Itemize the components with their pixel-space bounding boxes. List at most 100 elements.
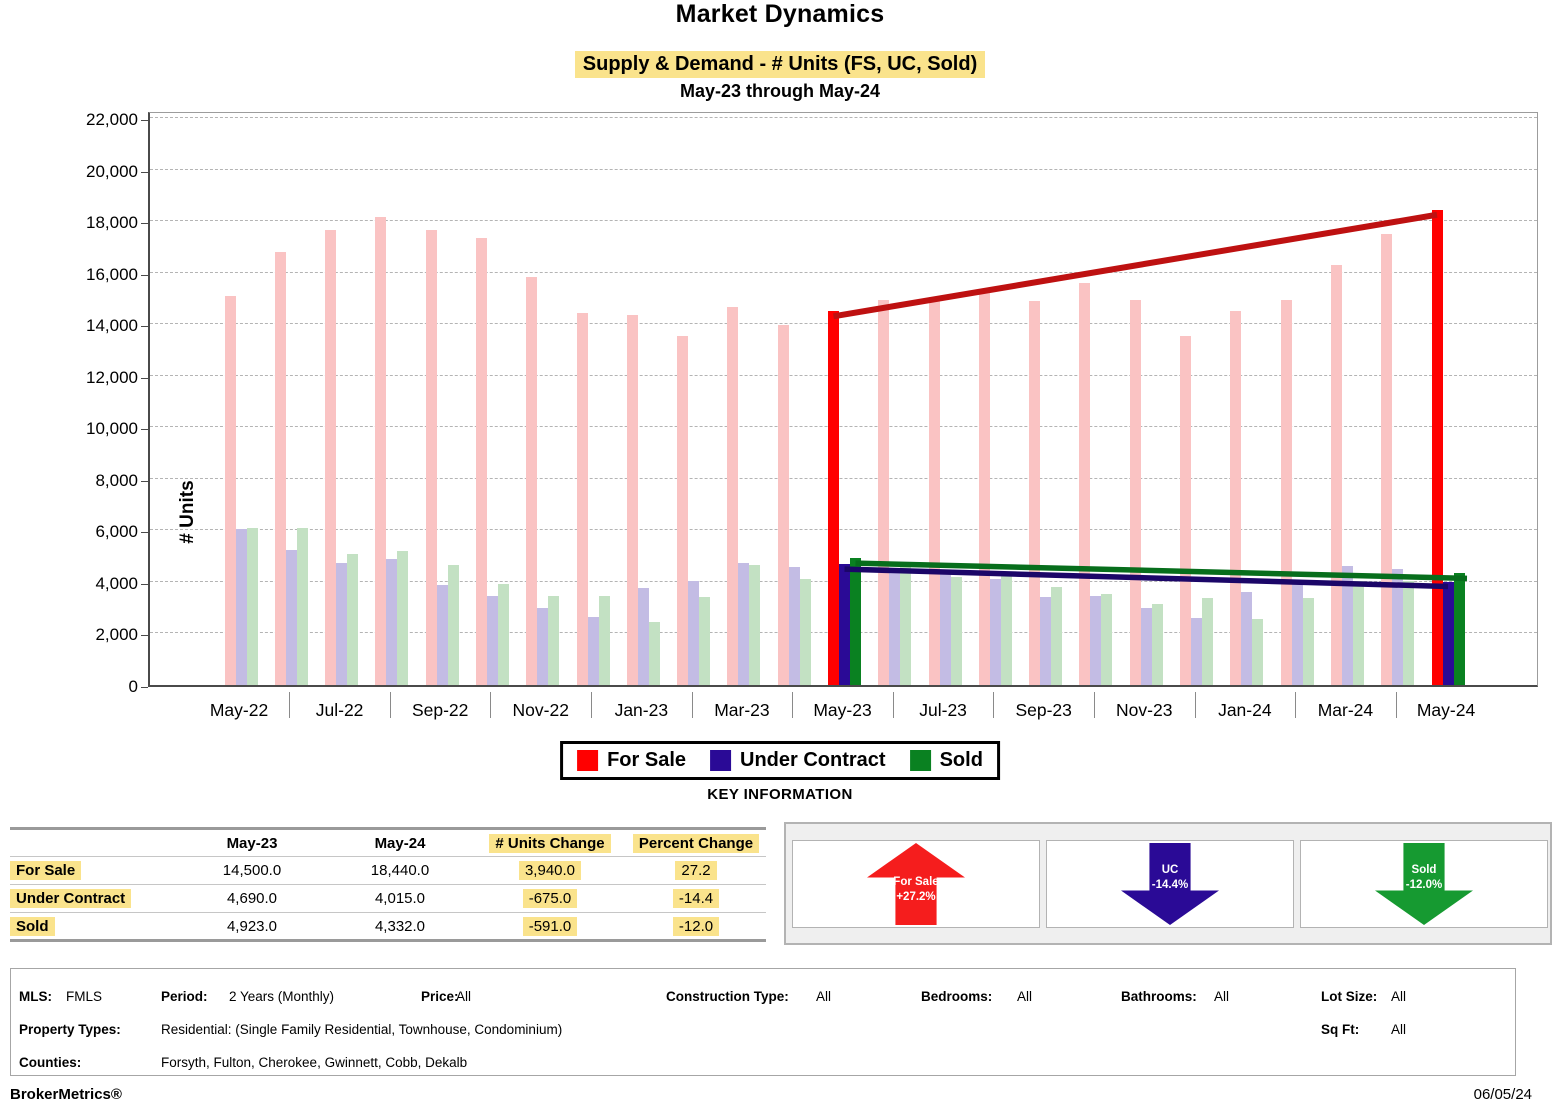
bar-under-contract-Jul-22 [336,562,348,685]
ytick-mark [141,326,148,328]
bar-for-sale-Oct-23 [1079,282,1091,685]
table-cell: 4,690.0 [226,890,278,907]
ytick-label-22000: 22,000 [86,110,138,129]
report-filters-box: MLS: FMLS Period: 2 Years (Monthly) Price: Al… [10,968,1516,1076]
bar-for-sale-Aug-22 [375,217,387,685]
bar-for-sale-Jun-22 [274,252,286,685]
bar-for-sale-Jul-22 [325,230,337,685]
trend-line-sold [855,560,1468,582]
ytick-label-14000: 14,000 [86,316,138,336]
legend-label: For Sale [607,749,686,771]
xtick-label-Jul-23: Jul-23 [919,700,967,720]
legend-label: Under Contract [740,749,886,771]
bar-for-sale-May-22 [224,295,236,685]
indicator-for-sale: For Sale +27.2% [792,840,1040,928]
legend-item-under-contract: Under Contract [710,749,886,772]
table-cell: 27.2 [626,857,766,885]
gridline-22000 [150,117,1537,118]
sold-down-arrow-icon: Sold -12.0% [1375,843,1473,925]
uc-down-arrow-icon: UC -14.4% [1121,843,1219,925]
bar-under-contract-Sep-22 [436,584,448,685]
bar-sold-Apr-23 [799,578,811,685]
bar-under-contract-Feb-23 [688,580,700,685]
title-block: Market Dynamics Supply & Demand - # Unit… [0,0,1560,102]
xtick-separator [691,692,693,718]
ytick-mark [141,480,148,482]
bar-sold-Aug-23 [1000,571,1012,685]
bar-sold-Feb-24 [1302,597,1314,685]
bar-sold-Apr-24 [1403,580,1415,685]
bar-sold-May-23 [850,558,861,685]
indicator-label: For Sale [893,876,939,888]
bar-for-sale-Jul-23 [928,297,940,685]
bar-for-sale-Sep-22 [425,230,437,685]
legend-swatch-icon [710,750,731,771]
filter-label-property-types-: Property Types: [19,1022,121,1037]
xtick-label-Sep-22: Sep-22 [411,700,469,720]
bar-under-contract-Aug-22 [386,558,398,685]
ytick-mark [141,532,148,534]
bar-under-contract-Jun-22 [285,549,297,685]
ytick-mark [141,377,148,379]
bar-sold-Aug-22 [397,551,409,685]
filter-label-construction-type-: Construction Type: [666,989,789,1004]
for-sale-up-arrow-icon: For Sale +27.2% [867,843,965,925]
bar-under-contract-Feb-24 [1291,583,1303,685]
xtick-separator [389,692,391,718]
xtick-separator [490,692,492,718]
bar-under-contract-Dec-22 [587,617,599,685]
ytick-mark [141,583,148,585]
bar-for-sale-Feb-24 [1280,299,1292,685]
indicator-value: +27.2% [896,891,936,903]
bar-sold-Jan-24 [1252,618,1264,685]
bar-under-contract-Jul-23 [939,574,951,685]
bar-for-sale-Nov-23 [1129,299,1141,685]
table-header-may-24: May-24 [374,834,426,852]
ytick-label-12000: 12,000 [86,367,138,387]
gridline-20000 [150,168,1537,170]
xtick-label-Mar-23: Mar-23 [714,700,770,720]
xtick-separator [1093,692,1095,718]
bar-sold-Jul-22 [347,553,359,685]
legend-swatch-icon [577,750,599,771]
gridline-6000 [150,529,1537,531]
table-row-sold: Sold 4,923.0 4,332.0 -591.0 -12.0 [10,913,766,941]
bar-sold-Jul-23 [950,576,962,685]
ytick-mark [141,429,148,431]
filter-value: 2 Years (Monthly) [229,989,335,1004]
xtick-label-Jan-24: Jan-24 [1218,700,1272,720]
gridline-14000 [150,323,1537,325]
gridline-10000 [150,426,1537,428]
trend-lines-overlay [833,211,1468,590]
filter-value: FMLS [66,989,103,1004]
bar-sold-Oct-23 [1101,594,1113,685]
bar-sold-Feb-23 [699,597,711,685]
xtick-label-Nov-23: Nov-23 [1116,700,1173,720]
trend-line-under-contract [844,566,1449,590]
table-header-blank [10,829,178,857]
table-cell: 3,940.0 [474,857,626,885]
bar-sold-Dec-23 [1202,598,1214,685]
filter-label-bathrooms-: Bathrooms: [1121,989,1197,1004]
report-date: 06/05/24 [1473,1086,1532,1103]
bar-under-contract-Nov-22 [537,607,549,685]
ytick-mark [141,687,148,688]
ytick-label-2000: 2,000 [95,625,138,645]
bar-sold-May-24 [1453,573,1465,685]
page-title: Market Dynamics [675,0,885,28]
filter-label-counties-: Counties: [19,1055,82,1070]
bar-for-sale-Mar-23 [727,307,739,685]
bar-for-sale-Dec-22 [576,312,588,685]
legend-label: Sold [939,749,983,771]
ytick-mark [141,223,148,225]
bar-under-contract-May-23 [839,564,850,685]
brand-label: BrokerMetrics® [10,1086,122,1103]
bar-for-sale-May-23 [828,311,839,685]
bar-for-sale-Mar-24 [1330,264,1342,685]
bar-sold-Nov-22 [548,595,560,685]
gridline-12000 [150,374,1537,376]
bar-under-contract-Oct-22 [486,595,498,685]
bar-for-sale-May-24 [1431,209,1443,685]
xtick-separator [1395,692,1397,718]
bar-for-sale-Oct-22 [475,237,487,685]
